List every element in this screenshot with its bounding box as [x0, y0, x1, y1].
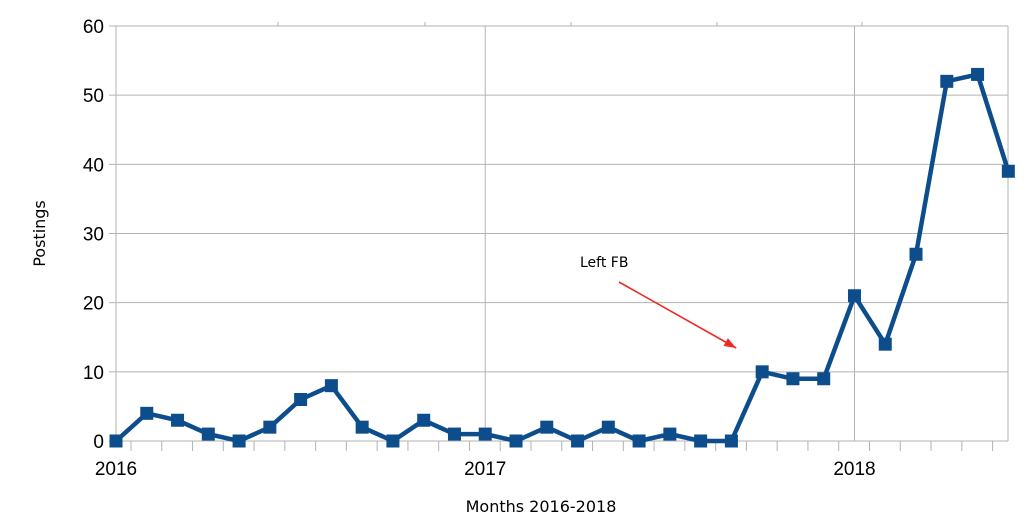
y-axis-title: Postings [30, 200, 49, 267]
data-point-2016-12 [447, 427, 461, 441]
annotation: Left FB [580, 255, 737, 349]
series-postings [109, 67, 1015, 448]
data-point-2016-07 [294, 393, 308, 406]
grid-lines [115, 22, 1009, 442]
data-point-2017-08 [694, 434, 708, 448]
data-point-2016-09 [355, 420, 369, 434]
data-point-2017-01 [478, 427, 492, 441]
annotation-label: Left FB [580, 255, 628, 271]
data-point-2016-05 [232, 434, 246, 448]
y-tick-labels: 0 10 20 30 40 50 60 [83, 17, 104, 453]
data-point-2018-05 [971, 67, 985, 81]
data-point-2018-03 [909, 247, 923, 261]
y-tick-label-40: 40 [83, 155, 104, 176]
y-tick-label-50: 50 [83, 86, 104, 107]
data-point-2018-04 [940, 74, 954, 88]
x-tick-label-2018: 2018 [833, 459, 875, 480]
data-point-2016-06 [263, 420, 277, 434]
data-point-2016-11 [417, 413, 431, 427]
series-line [114, 72, 1011, 444]
data-point-2017-04 [571, 434, 585, 448]
y-tick-label-10: 10 [83, 363, 104, 384]
annotation-arrow-head [723, 338, 737, 348]
data-point-2017-02 [509, 434, 523, 448]
axes [109, 25, 1008, 451]
data-point-2016-01 [109, 434, 123, 448]
data-point-2016-03 [171, 413, 185, 427]
x-tick-label-2016: 2016 [95, 459, 137, 480]
annotation-arrow-line [618, 281, 737, 349]
data-point-2017-11 [786, 372, 800, 386]
data-point-2018-01 [847, 289, 861, 303]
data-point-2016-08 [324, 379, 338, 393]
x-axis-title: Months 2016-2018 [466, 497, 617, 516]
data-point-2017-09 [724, 434, 738, 448]
y-tick-label-30: 30 [83, 225, 104, 246]
data-point-2016-04 [201, 427, 215, 441]
data-point-2017-05 [601, 420, 615, 434]
data-point-2017-12 [817, 372, 831, 386]
x-tick-labels: 2016 2017 2018 [95, 459, 876, 480]
x-tick-label-2017: 2017 [464, 459, 506, 480]
data-point-2016-02 [140, 406, 154, 420]
y-tick-label-20: 20 [83, 294, 104, 315]
data-point-2016-10 [386, 434, 400, 448]
data-point-2017-03 [540, 420, 554, 434]
data-point-2017-10 [755, 365, 769, 379]
data-point-2018-06 [1001, 164, 1015, 178]
y-tick-label-60: 60 [83, 17, 104, 38]
y-tick-label-0: 0 [93, 432, 104, 453]
data-point-2017-06 [632, 434, 646, 448]
data-point-2017-07 [663, 427, 677, 441]
data-point-2018-02 [878, 337, 892, 351]
